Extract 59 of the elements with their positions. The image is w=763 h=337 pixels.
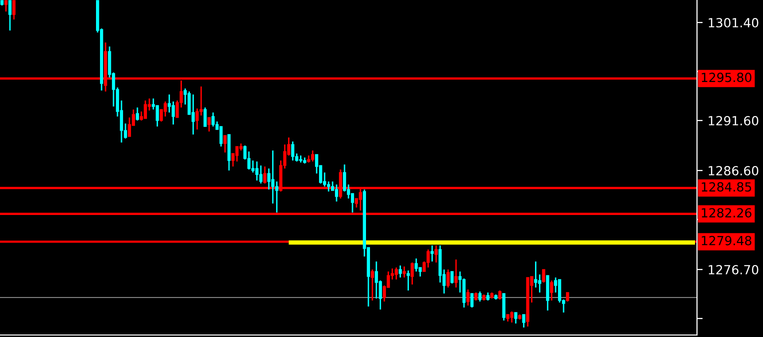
y-tick-label: 1276.70: [708, 264, 758, 274]
candlestick: [414, 258, 418, 272]
candlestick: [370, 268, 374, 302]
candlestick: [462, 278, 466, 308]
candlestick: [255, 160, 258, 182]
candlestick: [514, 312, 518, 324]
candlestick: [263, 166, 266, 184]
candlestick: [542, 268, 546, 284]
candlestick: [204, 106, 207, 128]
candlestick: [223, 134, 227, 154]
candlestick: [136, 106, 139, 122]
y-tick-label: 1291.60: [708, 116, 758, 126]
candlestick: [235, 146, 239, 162]
candlestick: [12, 0, 16, 20]
candlestick: [342, 164, 346, 192]
candlestick: [450, 270, 454, 284]
candlestick: [426, 248, 430, 268]
candlestick: [434, 244, 438, 264]
candlestick: [430, 244, 434, 262]
candlestick: [558, 278, 562, 304]
candlestick: [251, 160, 254, 174]
candlestick: [311, 150, 314, 162]
candlestick: [406, 270, 410, 292]
candlestick: [350, 192, 354, 214]
candlestick: [144, 100, 147, 120]
ref-line-label: 1284.85: [702, 182, 752, 192]
candlestick: [8, 0, 12, 32]
ref-line-label: 1295.80: [702, 72, 752, 82]
ref-line-label: 1279.48: [702, 236, 752, 246]
candlestick: [128, 116, 132, 138]
y-tick-label: 1286.60: [708, 166, 758, 176]
candlestick: [466, 288, 470, 306]
candlestick: [192, 94, 195, 136]
candlestick: [446, 268, 450, 288]
y-tick-label: 1301.40: [708, 18, 758, 28]
candlestick: [259, 164, 262, 184]
candlestick: [219, 126, 223, 148]
candlestick: [478, 290, 482, 302]
candlestick: [398, 264, 402, 278]
candlestick: [208, 116, 211, 132]
candlestick: [291, 140, 294, 162]
candlestick: [410, 262, 414, 286]
candlestick: [164, 100, 167, 118]
candlestick: [502, 292, 506, 322]
candlestick: [522, 314, 526, 328]
candlestick: [454, 258, 458, 288]
candlestick: [196, 108, 199, 130]
candlestick: [402, 266, 406, 278]
candlestick: [510, 310, 514, 324]
candlestick: [394, 266, 398, 280]
candlestick: [4, 0, 8, 12]
ref-line-label: 1282.26: [702, 208, 752, 218]
candlestick: [212, 112, 215, 128]
candlestick: [566, 292, 570, 302]
candlestick: [470, 292, 474, 308]
candlestick: [498, 290, 502, 300]
candlestick: [534, 260, 538, 288]
candlestick: [550, 280, 554, 302]
candlestick: [334, 184, 338, 202]
